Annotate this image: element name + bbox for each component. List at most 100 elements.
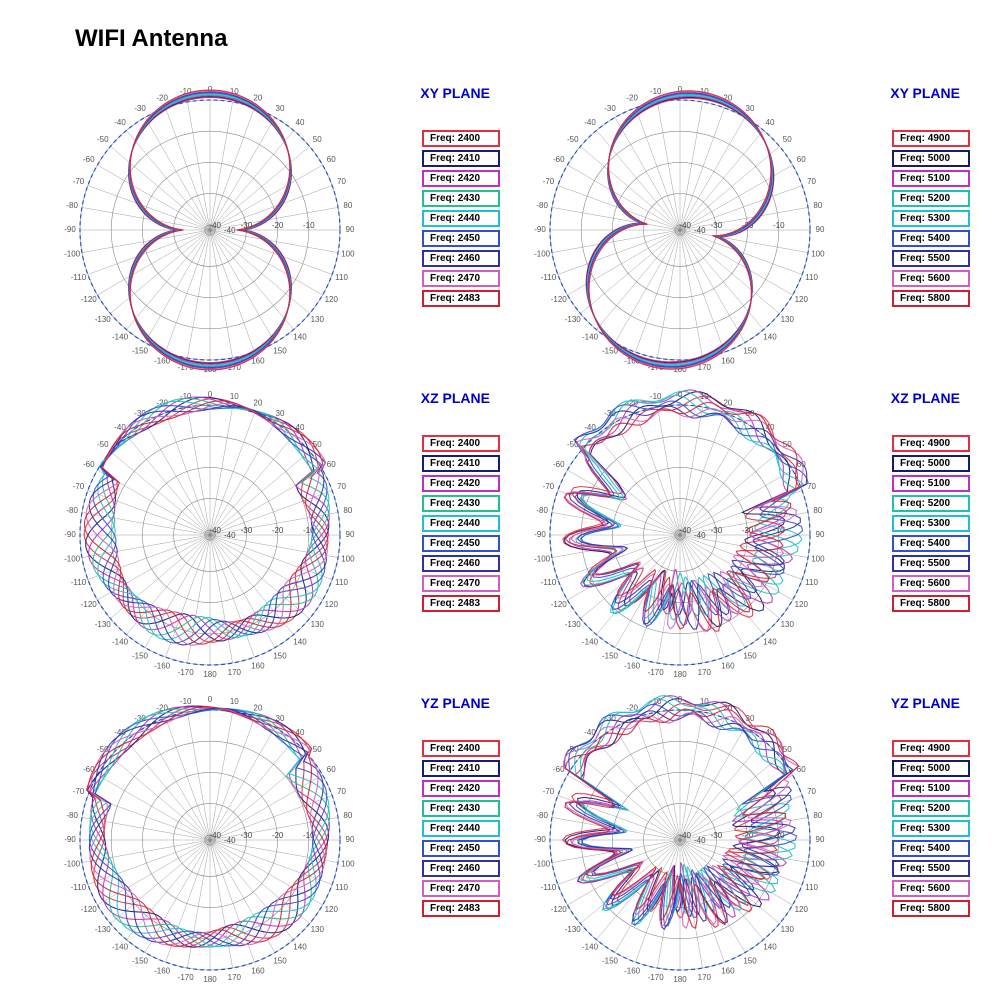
svg-text:-20: -20 (272, 831, 284, 840)
svg-text:-30: -30 (241, 831, 253, 840)
plane-label: XZ PLANE (891, 390, 960, 406)
legend-item: Freq: 2400 (422, 435, 500, 452)
svg-text:-90: -90 (64, 835, 76, 844)
svg-text:-90: -90 (64, 530, 76, 539)
svg-text:120: 120 (325, 905, 339, 914)
svg-text:40: 40 (296, 118, 305, 127)
legend-item: Freq: 2420 (422, 475, 500, 492)
svg-text:-110: -110 (71, 578, 87, 587)
svg-text:-170: -170 (178, 668, 195, 677)
svg-text:-40: -40 (679, 831, 691, 840)
svg-text:140: 140 (293, 332, 307, 341)
svg-text:60: 60 (327, 155, 336, 164)
svg-text:160: 160 (721, 662, 735, 671)
svg-text:-40: -40 (224, 836, 236, 845)
polar-panel-xy-5: -170-160-150-140-130-120-110-100-90-80-7… (520, 70, 980, 370)
svg-text:100: 100 (341, 554, 355, 563)
svg-text:140: 140 (293, 942, 307, 951)
svg-text:-40: -40 (209, 221, 221, 230)
legend-item: Freq: 4900 (892, 435, 970, 452)
svg-text:-130: -130 (95, 925, 112, 934)
legend-item: Freq: 5300 (892, 820, 970, 837)
svg-text:-40: -40 (679, 526, 691, 535)
svg-text:-20: -20 (156, 94, 168, 103)
svg-text:110: 110 (805, 883, 818, 892)
svg-text:-40: -40 (209, 831, 221, 840)
svg-text:-130: -130 (565, 620, 582, 629)
svg-text:0: 0 (208, 695, 213, 704)
legend-item: Freq: 5000 (892, 150, 970, 167)
svg-text:120: 120 (325, 600, 339, 609)
svg-text:-150: -150 (132, 346, 149, 355)
svg-text:-110: -110 (71, 273, 87, 282)
legend-item: Freq: 2420 (422, 170, 500, 187)
svg-text:90: 90 (816, 835, 825, 844)
svg-text:150: 150 (743, 956, 757, 965)
legend-item: Freq: 2483 (422, 290, 500, 307)
polar-panel-xz-24: -170-160-150-140-130-120-110-100-90-80-7… (50, 375, 510, 675)
svg-text:-80: -80 (536, 811, 548, 820)
polar-panel-yz-24: -170-160-150-140-130-120-110-100-90-80-7… (50, 680, 510, 980)
legend-item: Freq: 2410 (422, 760, 500, 777)
svg-text:100: 100 (811, 249, 825, 258)
legend-item: Freq: 5300 (892, 515, 970, 532)
svg-text:-40: -40 (584, 118, 596, 127)
legend-item: Freq: 5800 (892, 595, 970, 612)
svg-text:-40: -40 (224, 226, 236, 235)
svg-text:150: 150 (743, 651, 757, 660)
svg-text:60: 60 (327, 765, 336, 774)
svg-text:-60: -60 (553, 460, 565, 469)
svg-text:60: 60 (797, 155, 806, 164)
svg-text:160: 160 (251, 967, 265, 976)
svg-text:-170: -170 (648, 668, 665, 677)
svg-text:-110: -110 (71, 883, 87, 892)
svg-text:-20: -20 (272, 526, 284, 535)
legend-item: Freq: 2450 (422, 230, 500, 247)
plane-label: XY PLANE (890, 85, 960, 101)
svg-text:-140: -140 (582, 942, 599, 951)
svg-text:50: 50 (783, 135, 792, 144)
svg-text:-120: -120 (551, 295, 568, 304)
svg-text:120: 120 (325, 295, 339, 304)
svg-text:-80: -80 (536, 506, 548, 515)
svg-text:-140: -140 (112, 942, 129, 951)
svg-text:-120: -120 (551, 905, 568, 914)
svg-text:90: 90 (346, 835, 355, 844)
svg-text:100: 100 (811, 554, 825, 563)
svg-text:70: 70 (807, 787, 816, 796)
legend-item: Freq: 5800 (892, 900, 970, 917)
svg-text:90: 90 (816, 225, 825, 234)
svg-text:20: 20 (253, 94, 262, 103)
svg-text:-100: -100 (534, 859, 551, 868)
svg-text:-70: -70 (73, 177, 85, 186)
legend-item: Freq: 5100 (892, 475, 970, 492)
svg-text:30: 30 (276, 409, 285, 418)
svg-text:130: 130 (781, 620, 795, 629)
svg-text:-140: -140 (582, 637, 599, 646)
legend-item: Freq: 5500 (892, 250, 970, 267)
polar-chart: -170-160-150-140-130-120-110-100-90-80-7… (530, 690, 830, 990)
svg-text:-70: -70 (543, 177, 555, 186)
legend-item: Freq: 2483 (422, 595, 500, 612)
svg-text:-130: -130 (565, 925, 582, 934)
svg-text:-60: -60 (83, 460, 95, 469)
legend: Freq: 2400Freq: 2410Freq: 2420Freq: 2430… (422, 740, 500, 917)
legend-item: Freq: 2400 (422, 740, 500, 757)
svg-text:30: 30 (276, 104, 285, 113)
legend-item: Freq: 2410 (422, 150, 500, 167)
svg-text:-140: -140 (112, 637, 129, 646)
legend-item: Freq: 5600 (892, 270, 970, 287)
polar-chart: -170-160-150-140-130-120-110-100-90-80-7… (530, 80, 830, 380)
svg-text:-110: -110 (541, 883, 557, 892)
legend-item: Freq: 5600 (892, 575, 970, 592)
polar-panel-yz-5: -170-160-150-140-130-120-110-100-90-80-7… (520, 680, 980, 980)
svg-text:10: 10 (230, 392, 239, 401)
svg-text:80: 80 (343, 811, 352, 820)
svg-text:-40: -40 (679, 221, 691, 230)
svg-text:110: 110 (805, 273, 818, 282)
svg-text:-60: -60 (83, 155, 95, 164)
svg-text:150: 150 (273, 651, 287, 660)
legend-item: Freq: 5800 (892, 290, 970, 307)
svg-text:80: 80 (813, 811, 822, 820)
svg-text:20: 20 (253, 704, 262, 713)
